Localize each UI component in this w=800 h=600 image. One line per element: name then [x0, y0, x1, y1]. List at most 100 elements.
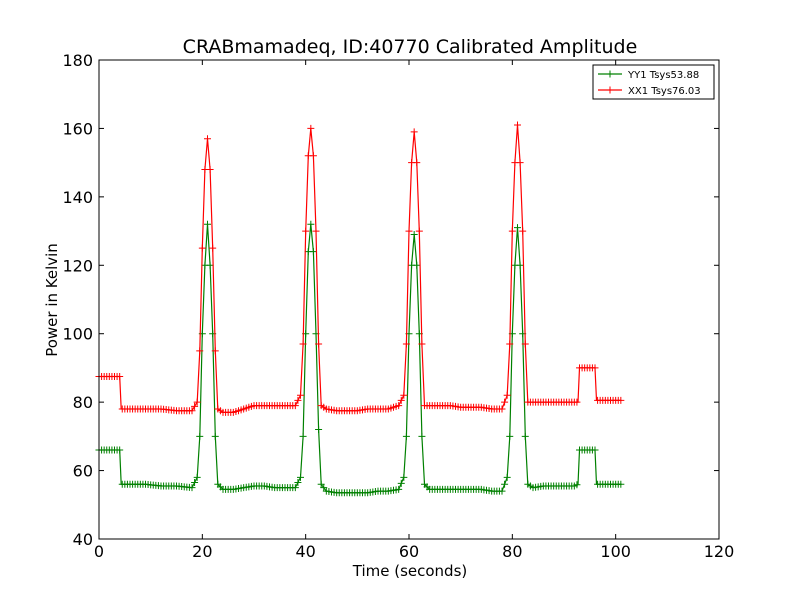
data-point: [591, 446, 599, 454]
data-point: [315, 340, 323, 348]
data-point: [312, 227, 320, 235]
legend-box: [592, 64, 715, 100]
data-point: [309, 248, 317, 256]
y-tick-label: 60: [73, 462, 93, 481]
legend-label-2: XX1 Tsys76.03: [628, 86, 701, 97]
data-point: [188, 484, 196, 492]
data-point: [617, 480, 625, 488]
legend-marker-2: [606, 86, 614, 94]
x-tick-label: 20: [192, 542, 212, 561]
data-point: [591, 364, 599, 372]
data-point: [413, 159, 421, 167]
x-axis: 0 20 40 60 80 100 120: [94, 60, 734, 561]
y-tick-label: 120: [62, 256, 93, 275]
data-point: [514, 121, 521, 129]
data-point: [307, 220, 315, 228]
y-axis-label: Power in Kelvin: [43, 243, 61, 357]
y-tick-label: 40: [73, 530, 93, 549]
data-point: [206, 165, 214, 173]
data-point: [299, 340, 307, 348]
data-point: [617, 396, 625, 404]
data-point: [188, 407, 196, 415]
plot-frame: [98, 59, 720, 540]
data-point: [291, 484, 299, 492]
data-point: [297, 391, 304, 399]
series-markers-1: [95, 220, 625, 497]
data-point: [573, 481, 581, 489]
data-point: [299, 432, 307, 440]
data-point: [508, 227, 516, 235]
data-point: [397, 479, 405, 487]
x-tick-label: 40: [295, 542, 315, 561]
y-tick-label: 100: [62, 325, 93, 344]
data-point: [521, 340, 529, 348]
data-point: [191, 479, 199, 487]
data-point: [309, 152, 317, 160]
y-tick-label: 180: [62, 51, 93, 70]
data-point: [206, 261, 214, 269]
data-point: [294, 479, 302, 487]
data-point: [405, 227, 413, 235]
data-point: [116, 446, 124, 454]
data-point: [302, 227, 310, 235]
data-point: [193, 398, 201, 406]
data-point: [506, 432, 514, 440]
data-point: [503, 391, 511, 399]
data-point: [418, 340, 426, 348]
data-point: [521, 432, 529, 440]
x-tick-label: 0: [94, 542, 104, 561]
y-axis: 40 60 80 100 120 140 160 180: [62, 51, 719, 549]
data-point: [395, 402, 403, 410]
data-point: [501, 480, 509, 488]
data-point: [410, 230, 418, 238]
data-point: [315, 426, 323, 434]
data-point: [413, 261, 421, 269]
y-tick-label: 80: [73, 393, 93, 412]
data-point: [294, 396, 302, 404]
legend-label-1: YY1 Tsys53.88: [627, 70, 699, 81]
data-point: [193, 473, 201, 481]
x-tick-label: 100: [600, 542, 631, 561]
data-point: [402, 432, 410, 440]
data-point: [209, 244, 217, 252]
data-point: [291, 402, 299, 410]
legend: YY1 Tsys53.88 XX1 Tsys76.03: [592, 64, 715, 100]
data-point: [204, 135, 211, 143]
data-point: [211, 432, 219, 440]
data-point: [418, 432, 426, 440]
data-point: [211, 347, 219, 355]
y-tick-label: 140: [62, 188, 93, 207]
data-point: [503, 473, 511, 481]
legend-marker-1: [606, 70, 614, 78]
data-point: [573, 398, 581, 406]
data-point: [191, 402, 199, 410]
data-point: [196, 432, 204, 440]
data-point: [498, 487, 506, 495]
data-point: [196, 347, 204, 355]
x-tick-label: 120: [704, 542, 735, 561]
data-point: [519, 227, 527, 235]
series-line-2: [99, 124, 621, 413]
data-point: [514, 224, 521, 232]
data-point: [402, 340, 410, 348]
data-point: [516, 159, 524, 167]
chart-title: CRABmamadeq, ID:40770 Calibrated Amplitu…: [183, 36, 638, 58]
x-tick-label: 60: [399, 542, 419, 561]
data-point: [397, 396, 405, 404]
data-point: [395, 485, 403, 493]
data-point: [506, 340, 514, 348]
series-line-1: [99, 224, 621, 494]
series-markers-2: [95, 121, 625, 416]
data-point: [410, 128, 418, 136]
data-point: [116, 372, 124, 380]
data-point: [516, 261, 524, 269]
data-point: [198, 244, 206, 252]
y-tick-label: 160: [62, 119, 93, 138]
data-point: [400, 391, 408, 399]
x-axis-label: Time (seconds): [352, 562, 468, 580]
data-point: [498, 405, 506, 413]
data-point: [297, 473, 304, 481]
data-point: [400, 473, 408, 481]
data-point: [307, 124, 315, 132]
